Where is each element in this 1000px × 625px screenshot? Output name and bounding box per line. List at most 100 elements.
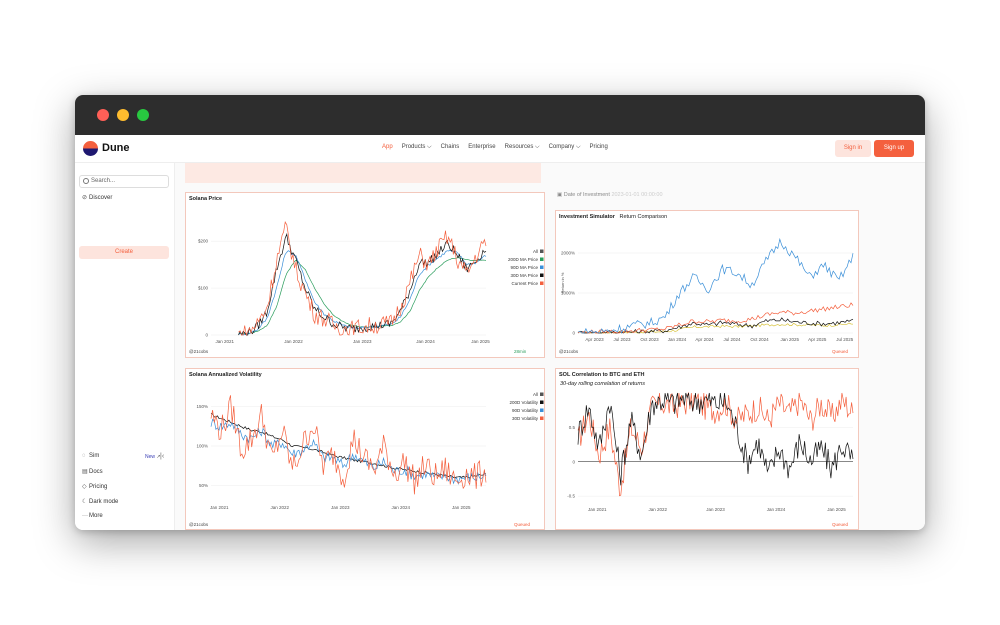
chart-footer: @21cobs [559, 349, 579, 354]
sidebar-item-label: Dark mode [89, 499, 119, 505]
chart-solana-price: 0 $100 $200 Jan 2021 Jan 2022 Jan 2023 Jan 202… [198, 220, 544, 344]
brand-name[interactable]: Dune [102, 142, 130, 154]
book-icon: ▤ [82, 469, 88, 475]
x-tick-label: Apr 2024 [695, 337, 714, 342]
sidebar-item-label: More [89, 513, 103, 519]
nav-link-resources[interactable]: Resources ⌵ [504, 144, 540, 150]
y-axis-label: Return in % [560, 272, 565, 293]
legend-label: Current Price [511, 281, 538, 286]
chart-title: Solana Price [189, 196, 223, 202]
x-tick-label: Jan 2021 [588, 507, 607, 512]
x-tick-label: Jan 2024 [668, 337, 687, 342]
chart-card-solana-volatility: Solana Annualized Volatility 50% 100% 150%… [185, 368, 545, 530]
y-tick-label: $200 [198, 239, 209, 244]
series-line-90d-volatility [210, 418, 487, 486]
y-tick-label: 100% [196, 444, 208, 449]
chat-icon: ◌ [82, 453, 86, 459]
sidebar-item-pricing[interactable]: ◇ Pricing [82, 483, 107, 490]
search-placeholder: Search... [91, 178, 116, 184]
browser-window: Dune App Products ⌵ Chains Enterprise Re… [75, 95, 925, 530]
more-icon: ··· [82, 513, 88, 519]
search-icon [83, 178, 89, 184]
sidebar-item-more[interactable]: ···More [82, 513, 103, 519]
legend-label: 200D MA Price [508, 257, 539, 262]
x-tick-label: Jan 2021 [210, 505, 229, 510]
legend-swatch [540, 273, 544, 277]
maximize-window-button[interactable] [137, 109, 149, 121]
minimize-window-button[interactable] [117, 109, 129, 121]
series-line-sol-btc [577, 391, 854, 497]
legend-label: 90D Volatility [512, 408, 539, 413]
chart-solana-volatility: 50% 100% 150% Jan 2021 Jan 2022 Jan 2023 Jan 2… [196, 392, 544, 510]
sign-in-button[interactable]: Sign in [835, 140, 871, 157]
y-tick-label: 0 [572, 331, 575, 336]
y-tick-label: 1000% [561, 291, 575, 296]
legend-label: 90D MA Price [510, 265, 538, 270]
sidebar-item-label: Pricing [89, 484, 108, 490]
new-badge: New ↗ [145, 454, 161, 460]
legend-swatch [540, 281, 544, 285]
legend-swatch [540, 400, 544, 404]
nav-link-pricing[interactable]: Pricing [589, 144, 608, 150]
legend-swatch [540, 416, 544, 420]
new-badge-label: New [145, 454, 156, 460]
top-navbar: Dune App Products ⌵ Chains Enterprise Re… [75, 135, 925, 163]
collapse-sidebar-icon[interactable]: |‹ [160, 453, 165, 460]
sidebar-item-dark-mode[interactable]: ☾ Dark mode [82, 498, 118, 505]
chart-card-solana-price: Solana Price 0 $100 $200 Jan 2021 Jan 2022 Ja… [185, 192, 545, 358]
date-of-investment-value: 2023-01-01 00:00:00 [611, 192, 663, 198]
x-tick-label: Jan 2024 [391, 505, 410, 510]
series-line-return-of-btc [577, 302, 854, 334]
x-tick-label: Jan 2025 [471, 339, 490, 344]
series-line-sol-eth [577, 392, 854, 486]
top-banner [185, 163, 541, 183]
calendar-icon: ▣ [557, 192, 564, 198]
nav-link-chains[interactable]: Chains [440, 144, 460, 150]
status-badge: 28min [514, 349, 527, 354]
nav-link-enterprise[interactable]: Enterprise [468, 144, 496, 150]
x-tick-label: Oct 2023 [640, 337, 659, 342]
y-tick-label: 0 [572, 459, 575, 464]
status-badge: Queued [832, 522, 849, 527]
moon-icon: ☾ [82, 499, 88, 505]
x-tick-label: Jan 2022 [284, 339, 303, 344]
sidebar-item-docs[interactable]: ▤Docs [82, 468, 103, 475]
chart-title: Investment Simulator Return Comparison [559, 214, 668, 220]
create-button[interactable]: Create [79, 246, 169, 259]
tag-icon: ◇ [82, 484, 87, 490]
tab-return-comparison[interactable]: Return Comparison [619, 214, 668, 220]
chart-sol-correlation: -0.5 0 0.5 Jan 2021 Jan 2022 Jan 2023 Jan 2024… [567, 391, 854, 512]
chevron-down-icon: ⌵ [427, 144, 432, 150]
chevron-down-icon: ⌵ [575, 144, 581, 150]
sidebar-item-sim[interactable]: ◌ Sim [82, 453, 99, 459]
chart-title: Solana Annualized Volatility [189, 372, 262, 378]
chart-footer: @21cobs [189, 522, 209, 527]
x-tick-label: Jan 2022 [648, 507, 667, 512]
series-line-200d-ma-price [238, 257, 487, 335]
series-line-current-price [238, 220, 487, 337]
sign-up-button[interactable]: Sign up [874, 140, 914, 157]
date-of-investment-label: Date of Investment [563, 192, 610, 198]
x-tick-label: Jan 2023 [331, 505, 350, 510]
search-input[interactable]: Search... [79, 175, 169, 188]
close-window-button[interactable] [97, 109, 109, 121]
status-badge: Queued [832, 349, 849, 354]
nav-link-company[interactable]: Company ⌵ [548, 144, 581, 150]
status-badge: Queued [514, 522, 531, 527]
nav-link-products[interactable]: Products ⌵ [401, 144, 432, 150]
legend-swatch [540, 408, 544, 412]
y-tick-label: 50% [199, 483, 208, 488]
date-of-investment-field[interactable]: ▣ Date of Investment 2023-01-01 00:00:00 [557, 192, 663, 198]
series-line-return-of-sol [577, 237, 854, 334]
legend-swatch [540, 392, 544, 396]
sidebar-item-label: Docs [89, 469, 103, 475]
sidebar-item-discover[interactable]: ⊘ Discover [82, 194, 112, 201]
nav-link-app[interactable]: App [382, 144, 393, 150]
chart-subtitle: 30-day rolling correlation of returns [560, 381, 645, 387]
legend-swatch [540, 257, 544, 261]
chevron-down-icon: ⌵ [535, 144, 540, 150]
dune-logo-icon[interactable] [83, 141, 98, 156]
x-tick-label: Apr 2023 [585, 337, 604, 342]
legend-label: 30D Volatility [512, 416, 539, 421]
